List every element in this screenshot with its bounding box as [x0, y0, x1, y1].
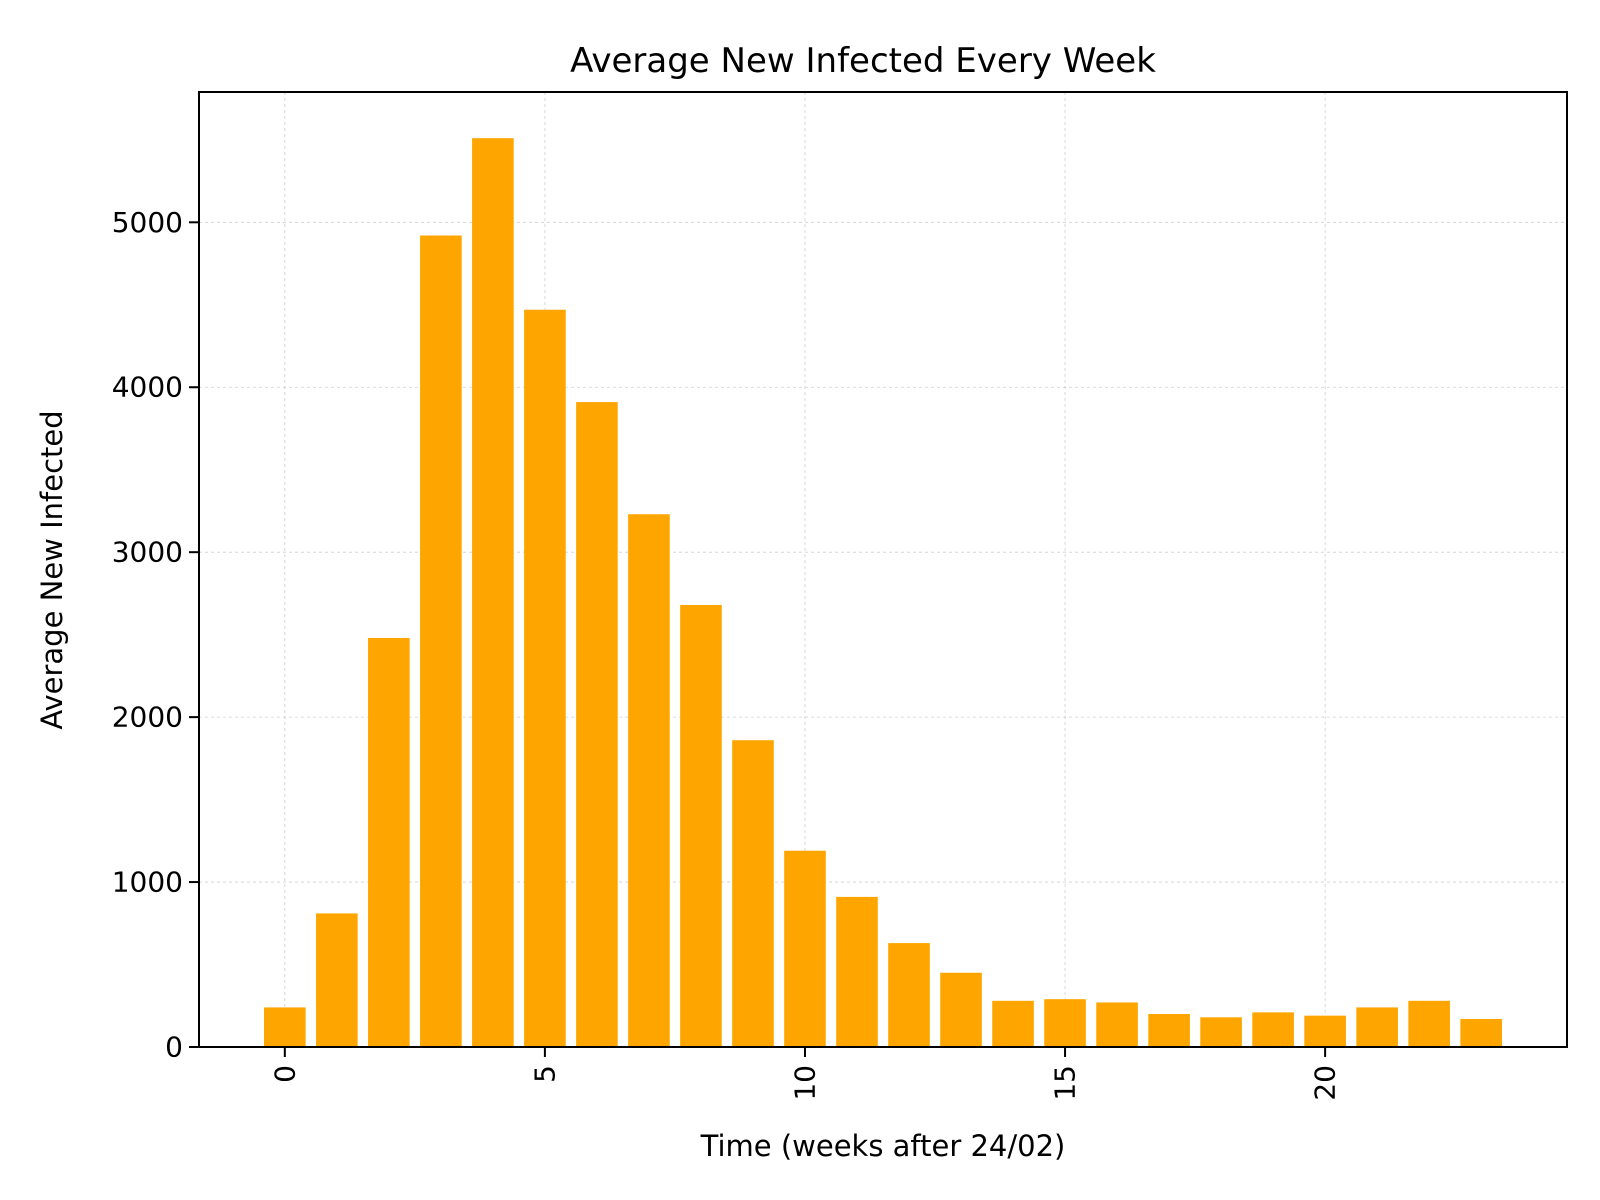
- x-tick-label: 20: [1309, 1065, 1342, 1101]
- bar-week-7: [628, 514, 670, 1047]
- bar-week-20: [1304, 1015, 1346, 1047]
- y-axis: 0 1000 2000 3000 4000 5000: [112, 206, 199, 1064]
- x-tick-label: 0: [268, 1065, 301, 1083]
- bar-week-22: [1408, 1000, 1450, 1047]
- x-tick-label: 15: [1049, 1065, 1082, 1101]
- y-tick-label: 5000: [112, 206, 183, 239]
- bar-week-18: [1200, 1017, 1242, 1047]
- bar-week-9: [732, 740, 774, 1047]
- bar-week-14: [992, 1000, 1034, 1047]
- x-tick-label: 10: [788, 1065, 821, 1101]
- bar-week-12: [888, 943, 930, 1047]
- bar-week-4: [472, 138, 514, 1047]
- bar-week-23: [1460, 1018, 1502, 1047]
- bar-week-2: [368, 637, 410, 1047]
- bars: [264, 138, 1502, 1047]
- y-axis-label: Average New Infected: [35, 410, 69, 729]
- bar-week-0: [264, 1007, 306, 1047]
- x-axis: 0 5 10 15 20: [268, 1047, 1342, 1101]
- bar-week-10: [784, 850, 826, 1047]
- bar-week-16: [1096, 1002, 1138, 1047]
- bar-week-21: [1356, 1007, 1398, 1047]
- bar-week-8: [680, 604, 722, 1047]
- bar-week-1: [316, 913, 358, 1047]
- bar-week-19: [1252, 1012, 1294, 1047]
- bar-week-17: [1148, 1014, 1190, 1047]
- y-tick-label: 0: [165, 1031, 183, 1064]
- plot-frame: [198, 91, 1568, 1048]
- bar-week-11: [836, 896, 878, 1047]
- x-tick-label: 5: [528, 1065, 561, 1083]
- y-tick-label: 3000: [112, 536, 183, 569]
- bar-week-6: [576, 402, 618, 1047]
- chart-title: Average New Infected Every Week: [570, 41, 1156, 81]
- bar-week-15: [1044, 999, 1086, 1047]
- bar-week-3: [420, 235, 462, 1047]
- bar-week-13: [940, 972, 982, 1047]
- y-tick-label: 1000: [112, 866, 183, 899]
- y-tick-label: 4000: [112, 371, 183, 404]
- y-tick-label: 2000: [112, 701, 183, 734]
- x-axis-label: Time (weeks after 24/02): [700, 1129, 1066, 1163]
- bar-week-5: [524, 309, 566, 1047]
